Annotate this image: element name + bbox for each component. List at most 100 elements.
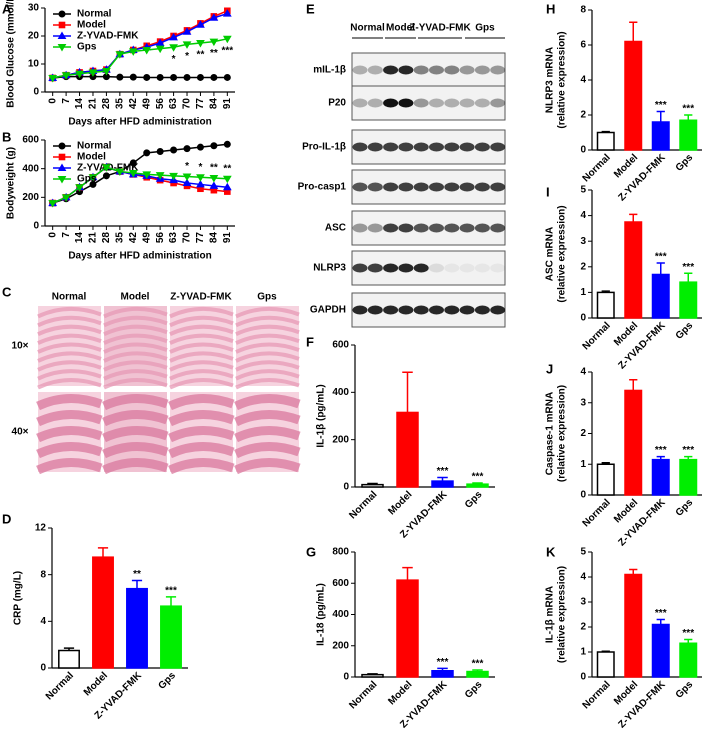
fiber <box>235 360 300 372</box>
x-tick-label: 84 <box>209 232 220 244</box>
y-axis-label: Blood Glucose (mmol/L) <box>6 0 17 108</box>
band <box>429 98 444 108</box>
group-label: Gps <box>257 292 277 303</box>
point <box>196 143 204 151</box>
x-tick-label: 21 <box>88 98 99 110</box>
point <box>196 174 205 182</box>
point <box>209 38 219 47</box>
significance: ** <box>197 50 205 61</box>
significance: *** <box>655 608 667 619</box>
bar <box>596 651 615 678</box>
band <box>383 65 399 75</box>
band <box>383 98 399 108</box>
fiber <box>103 378 168 390</box>
y-tick-label: 0 <box>580 313 586 324</box>
point <box>88 69 98 77</box>
legend-marker <box>58 10 66 18</box>
significance: *** <box>165 585 177 596</box>
error-bar <box>656 618 665 625</box>
y-tick-label: 600 <box>332 340 349 351</box>
band <box>413 263 429 273</box>
error-bar <box>97 547 109 558</box>
point <box>183 73 191 81</box>
y-tick-label: 10 <box>28 59 40 70</box>
point <box>129 73 137 81</box>
point <box>142 171 152 179</box>
y-tick-label: 1 <box>580 459 586 470</box>
band <box>413 305 429 315</box>
x-tick-label: 0 <box>47 232 58 238</box>
band <box>367 223 383 233</box>
band <box>459 223 475 233</box>
x-tick-label: 77 <box>195 98 206 110</box>
fiber <box>36 409 103 427</box>
point <box>196 73 204 81</box>
band <box>383 223 399 233</box>
magnification-label: 40× <box>12 427 29 438</box>
band <box>398 263 414 273</box>
x-tick-label: 56 <box>155 98 166 110</box>
band <box>352 182 368 192</box>
fiber <box>37 378 102 390</box>
bar <box>624 573 643 678</box>
significance: * <box>185 51 189 62</box>
fiber <box>37 306 102 319</box>
significance: ** <box>210 163 218 174</box>
fiber <box>103 369 168 381</box>
bar <box>651 458 670 496</box>
x-tick-label: 21 <box>88 232 99 244</box>
x-tick-label: 84 <box>209 98 220 110</box>
fiber <box>37 351 102 363</box>
fiber <box>36 393 103 411</box>
point <box>155 172 165 180</box>
x-tick-label: 91 <box>222 232 233 244</box>
group-label: Gps <box>475 23 495 34</box>
significance: *** <box>655 100 667 111</box>
x-tick-label: 28 <box>101 98 112 110</box>
fiber <box>169 333 234 345</box>
fiber <box>169 369 234 381</box>
band <box>444 98 460 108</box>
x-tick-label: Gps <box>156 670 178 692</box>
y-tick-label: 2 <box>580 622 586 633</box>
fiber <box>235 369 300 381</box>
protein-label: GAPDH <box>310 305 346 316</box>
protein-label: Pro-casp1 <box>298 182 347 193</box>
x-tick-label: 56 <box>155 232 166 244</box>
fiber <box>168 409 235 427</box>
y-tick-label: 8 <box>40 569 46 580</box>
band <box>444 305 460 315</box>
point <box>115 51 125 59</box>
bar <box>624 221 643 319</box>
point <box>169 32 178 41</box>
significance: *** <box>472 472 484 483</box>
significance: *** <box>655 445 667 456</box>
y-tick-label: 2 <box>580 110 586 121</box>
fiber <box>169 351 234 363</box>
fiber <box>37 324 102 337</box>
error-bar <box>656 110 665 122</box>
y-axis-label: IL-1β mRNA <box>545 586 556 643</box>
point <box>102 172 110 180</box>
point <box>222 35 232 44</box>
point <box>128 48 138 56</box>
protein-label: NLRP3 <box>313 263 346 274</box>
band <box>429 65 444 75</box>
point <box>156 73 164 81</box>
point <box>222 9 232 17</box>
bar <box>160 605 182 669</box>
x-tick-label: Model <box>82 670 110 698</box>
point <box>209 181 219 189</box>
x-tick-label: 28 <box>101 232 112 244</box>
panel-letter: B <box>2 129 11 144</box>
band <box>398 223 414 233</box>
point <box>209 174 219 183</box>
significance: *** <box>682 262 694 273</box>
band <box>367 182 383 192</box>
band <box>413 65 429 75</box>
x-tick-label: Model <box>386 679 414 707</box>
y-tick-label: 4 <box>580 210 586 221</box>
y-tick-label: 3 <box>580 397 586 408</box>
band <box>429 305 444 315</box>
